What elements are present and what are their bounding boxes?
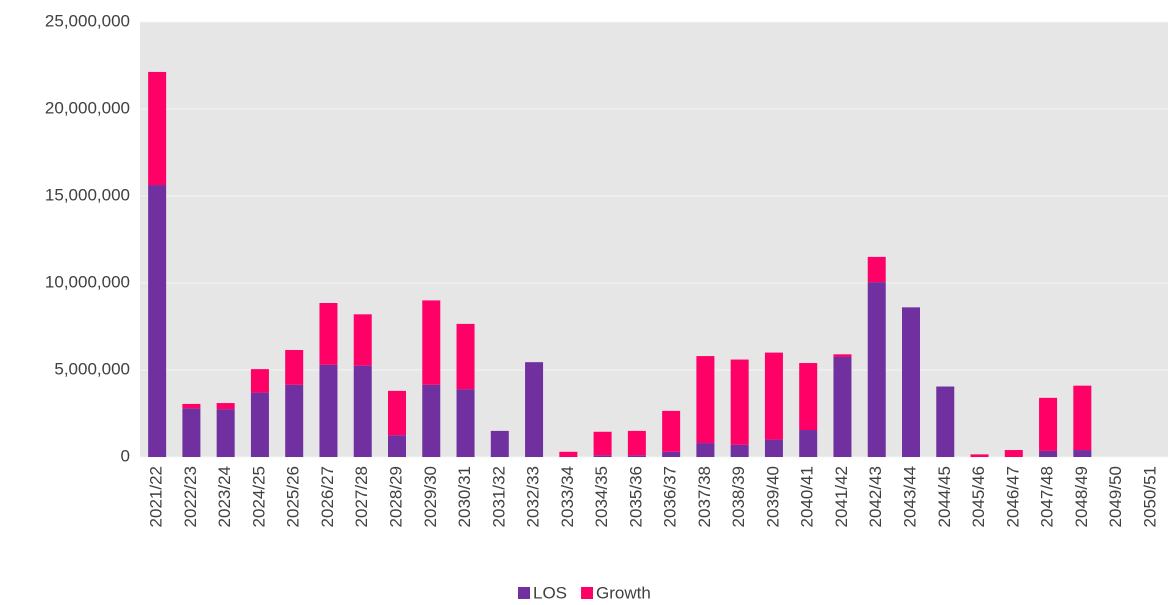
bar-segment bbox=[559, 451, 578, 457]
x-tick-label: 2021/22 bbox=[147, 466, 166, 527]
bar-segment bbox=[730, 444, 749, 457]
bar-segment bbox=[422, 300, 441, 385]
legend-swatch bbox=[518, 587, 530, 599]
x-tick-label: 2027/28 bbox=[352, 466, 371, 527]
x-tick-label: 2032/33 bbox=[524, 466, 543, 527]
legend-label: Growth bbox=[596, 583, 651, 602]
bar-segment bbox=[216, 403, 235, 410]
bar-segment bbox=[285, 384, 304, 457]
bar-segment bbox=[662, 451, 681, 457]
bar-segment bbox=[353, 365, 372, 457]
bar-segment bbox=[1039, 397, 1058, 451]
y-tick-label: 15,000,000 bbox=[45, 185, 130, 204]
bar-segment bbox=[182, 403, 201, 409]
y-tick-label: 25,000,000 bbox=[45, 11, 130, 30]
bar-segment bbox=[593, 455, 612, 457]
y-tick-label: 20,000,000 bbox=[45, 98, 130, 117]
bar-segment bbox=[833, 356, 852, 457]
x-tick-label: 2040/41 bbox=[798, 466, 817, 527]
bar-segment bbox=[764, 352, 783, 440]
bar-segment bbox=[422, 384, 441, 457]
bar-segment bbox=[867, 256, 886, 283]
x-tick-label: 2031/32 bbox=[489, 466, 508, 527]
bar-segment bbox=[970, 454, 989, 457]
bar-segment bbox=[148, 71, 167, 186]
bar-segment bbox=[456, 389, 475, 457]
legend-label: LOS bbox=[533, 583, 567, 602]
bar-segment bbox=[456, 323, 475, 390]
x-tick-label: 2024/25 bbox=[249, 466, 268, 527]
bar-segment bbox=[319, 364, 338, 457]
x-tick-label: 2042/43 bbox=[866, 466, 885, 527]
bar-segment bbox=[627, 430, 646, 456]
bar-segment bbox=[216, 409, 235, 457]
bar-segment bbox=[936, 386, 955, 457]
y-tick-label: 10,000,000 bbox=[45, 272, 130, 291]
bar-segment bbox=[388, 435, 406, 457]
bar-segment bbox=[867, 282, 886, 457]
x-tick-label: 2043/44 bbox=[900, 466, 919, 527]
bar-segment bbox=[353, 314, 372, 366]
bar-segment bbox=[696, 443, 715, 457]
x-tick-label: 2033/34 bbox=[558, 466, 577, 527]
x-tick-label: 2047/48 bbox=[1038, 466, 1057, 527]
bar-segment bbox=[182, 408, 201, 457]
x-tick-label: 2036/37 bbox=[661, 466, 680, 527]
bar-segment bbox=[764, 439, 783, 457]
bar-segment bbox=[1073, 385, 1092, 451]
x-tick-label: 2029/30 bbox=[421, 466, 440, 527]
bar-segment bbox=[490, 430, 509, 457]
x-tick-label: 2038/39 bbox=[729, 466, 748, 527]
bar-segment bbox=[148, 185, 167, 457]
bar-segment bbox=[696, 356, 715, 444]
bar-segment bbox=[250, 369, 269, 393]
y-tick-label: 0 bbox=[121, 446, 130, 465]
bar-segment bbox=[902, 307, 920, 457]
bar-segment bbox=[593, 431, 612, 456]
x-tick-label: 2037/38 bbox=[695, 466, 714, 527]
bar-segment bbox=[319, 303, 338, 365]
x-tick-label: 2025/26 bbox=[284, 466, 303, 527]
bar-segment bbox=[833, 354, 852, 357]
x-tick-label: 2049/50 bbox=[1106, 466, 1125, 527]
legend-swatch bbox=[581, 587, 594, 599]
x-tick-label: 2044/45 bbox=[935, 466, 954, 527]
x-tick-label: 2045/46 bbox=[969, 466, 988, 527]
x-tick-label: 2034/35 bbox=[592, 466, 611, 527]
bar-segment bbox=[388, 390, 406, 436]
y-tick-label: 5,000,000 bbox=[54, 359, 130, 378]
x-tick-label: 2028/29 bbox=[386, 466, 405, 527]
bar-segment bbox=[1004, 450, 1023, 457]
x-tick-label: 2041/42 bbox=[832, 466, 851, 527]
x-tick-label: 2035/36 bbox=[626, 466, 645, 527]
bar-segment bbox=[250, 392, 269, 457]
bar-segment bbox=[1073, 450, 1092, 457]
bar-segment bbox=[1039, 450, 1058, 457]
bar-segment bbox=[730, 359, 749, 445]
bar-segment bbox=[285, 349, 304, 385]
bar-segment bbox=[627, 455, 646, 457]
x-tick-label: 2050/51 bbox=[1140, 466, 1159, 527]
x-tick-label: 2046/47 bbox=[1003, 466, 1022, 527]
bar-segment bbox=[525, 362, 544, 457]
bar-segment bbox=[662, 410, 681, 452]
bar-segment bbox=[799, 363, 818, 431]
x-tick-label: 2030/31 bbox=[455, 466, 474, 527]
x-tick-label: 2022/23 bbox=[181, 466, 200, 527]
plot-area bbox=[140, 22, 1168, 457]
x-tick-label: 2048/49 bbox=[1072, 466, 1091, 527]
x-tick-label: 2026/27 bbox=[318, 466, 337, 527]
x-tick-label: 2039/40 bbox=[763, 466, 782, 527]
x-tick-label: 2023/24 bbox=[215, 466, 234, 527]
bar-segment bbox=[799, 430, 818, 457]
